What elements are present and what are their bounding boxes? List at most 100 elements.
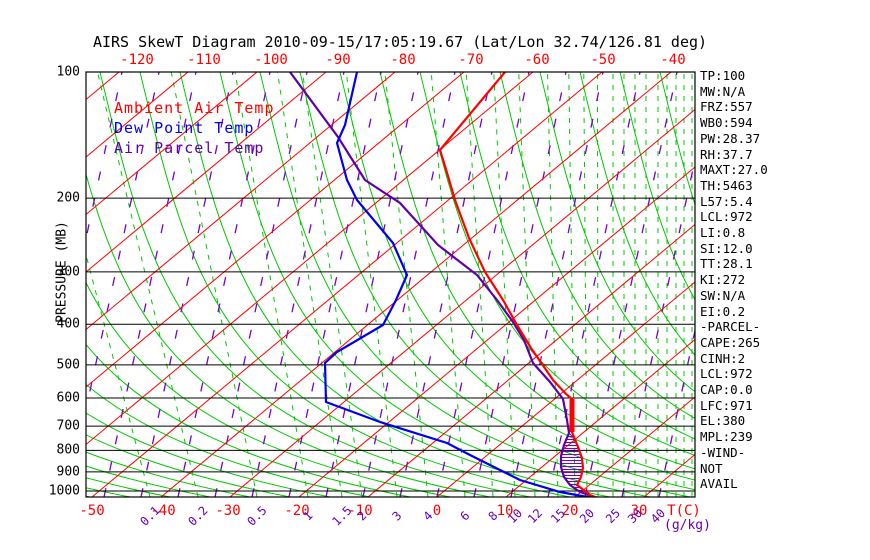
pressure-tick-label: 400 (56, 316, 80, 332)
dry-adiabat-line (820, 72, 870, 497)
stat-line: TP:100 (700, 68, 746, 83)
x-axis-title: T(C) (667, 503, 701, 519)
stat-line: WB0:594 (700, 115, 753, 131)
pressure-tick-label: 1000 (48, 483, 80, 499)
top-axis-tick-label: -120 (120, 52, 154, 68)
bottom-axis-tick-label: -50 (79, 503, 105, 519)
stat-line: CINH:2 (700, 350, 746, 366)
stat-line: MAXT:27.0 (700, 162, 768, 178)
stat-line: CAPE:265 (700, 334, 761, 350)
moist-adiabat-line (103, 72, 197, 497)
plot-border (85, 71, 696, 498)
moist-adiabat-line (288, 72, 382, 497)
bottom-axis-tick-label: 30 (630, 503, 648, 519)
legend: Ambient Air Temp Dew Point Temp Air Parcel… (114, 98, 275, 158)
stat-line: TH:5463 (700, 177, 753, 193)
air-parcel-temp-curve (289, 72, 596, 497)
top-axis-tick-label: -50 (590, 52, 616, 68)
top-axis-tick-label: -80 (390, 52, 416, 68)
mixing-ratio-line (430, 72, 466, 497)
dry-adiabat-line (259, 72, 691, 497)
pressure-tick-label: 500 (56, 357, 80, 373)
mixing-ratio-line (345, 72, 398, 497)
stat-line: TT:28.1 (700, 256, 753, 272)
moist-adiabat-line (214, 72, 308, 497)
pressure-tick-label: 700 (56, 418, 80, 434)
top-axis-tick-label: -110 (187, 52, 221, 68)
mixing-ratio-line (302, 72, 363, 497)
moist-adiabat-line (510, 72, 604, 497)
isotherm-line (505, 338, 695, 497)
moist-adiabat-line (362, 72, 456, 497)
background-lines (0, 72, 870, 497)
isotherm-line (86, 72, 327, 273)
stat-line: KI:272 (700, 272, 746, 288)
pressure-tick-label: 200 (56, 190, 80, 206)
mixing-ratio-units: (g/kg) (664, 518, 711, 533)
top-axis-tick-label: -70 (458, 52, 484, 68)
dry-adiabat-line (0, 72, 50, 497)
dry-adiabat-line (86, 383, 371, 497)
moist-adiabat-line (140, 72, 234, 497)
top-axis-tick-label: -100 (254, 52, 288, 68)
pressure-tick-label: 800 (56, 442, 80, 458)
stat-line: EI:0.2 (700, 303, 746, 319)
moist-adiabat-line (547, 72, 641, 497)
isotherm-line (86, 72, 189, 158)
dry-adiabat-line (86, 172, 491, 497)
dry-adiabat-line (659, 72, 695, 207)
mixing-ratio-line (518, 72, 536, 497)
isotherm-line (86, 72, 465, 388)
dry-adiabat-line (379, 72, 695, 470)
moist-adiabat-line (621, 156, 695, 497)
mixing-ratio-line (465, 72, 494, 497)
stat-line: LI:0.8 (700, 225, 746, 241)
isotherm-line (0, 72, 50, 497)
moist-adiabat-line (473, 72, 567, 497)
dry-adiabat-line (619, 72, 695, 301)
page-title: AIRS SkewT Diagram 2010-09-15/17:05:19.6… (92, 33, 708, 51)
dry-adiabat-line (339, 72, 695, 481)
moist-adiabat-line (251, 72, 345, 497)
dry-adiabat-line (139, 72, 571, 497)
dry-adiabat-line (579, 72, 695, 356)
stat-line: RH:37.7 (700, 146, 753, 162)
mixing-ratio-line (583, 72, 588, 497)
stat-line: MPL:239 (700, 429, 753, 445)
stat-line: EL:380 (700, 413, 746, 429)
isotherm-line (86, 72, 258, 216)
mixing-ratio-line (493, 72, 516, 497)
moist-adiabat-line (86, 72, 160, 413)
stats-column: TP:100 MW:N/A FRZ:557 WB0:594 PW:28.37 RH:37.… (700, 68, 768, 492)
stat-line: SI:12.0 (700, 240, 753, 256)
mixing-ratio-line (97, 72, 199, 497)
stat-line: CAP:0.0 (700, 382, 753, 398)
mixing-ratio-line (597, 72, 599, 497)
y-axis-title: PRESSURE (MB) (54, 221, 70, 323)
isotherm-line (86, 72, 534, 446)
bottom-axis-tick-label: 10 (496, 503, 514, 519)
isotherm-line (436, 281, 695, 497)
bottom-axis-tick-label: -40 (150, 503, 176, 519)
dry-adiabat-line (86, 434, 291, 497)
dry-adiabat-line (86, 281, 451, 497)
dry-adiabat-line (780, 72, 870, 497)
pressure-tick-label: 300 (56, 264, 80, 280)
bottom-axis-tick-label: 20 (561, 503, 579, 519)
legend-item: Ambient Air Temp (114, 99, 275, 117)
pressure-tick-label: 900 (56, 464, 80, 480)
bottom-axis-tick-label: 0 (432, 503, 442, 519)
bottom-axis-tick-label: -10 (347, 503, 373, 519)
stat-line: SW:N/A (700, 287, 746, 303)
top-axis-tick-label: -60 (524, 52, 550, 68)
bottom-axis-tick-label: -20 (284, 503, 310, 519)
ambient-air-temp-curve (438, 72, 599, 497)
dry-adiabat-line (860, 72, 870, 497)
dry-adiabat-line (0, 72, 10, 497)
stat-line: NOT (700, 460, 723, 476)
top-axis-tick-label: -40 (660, 52, 686, 68)
stat-line: PW:28.37 (700, 130, 761, 146)
moist-adiabat-line (325, 72, 419, 497)
